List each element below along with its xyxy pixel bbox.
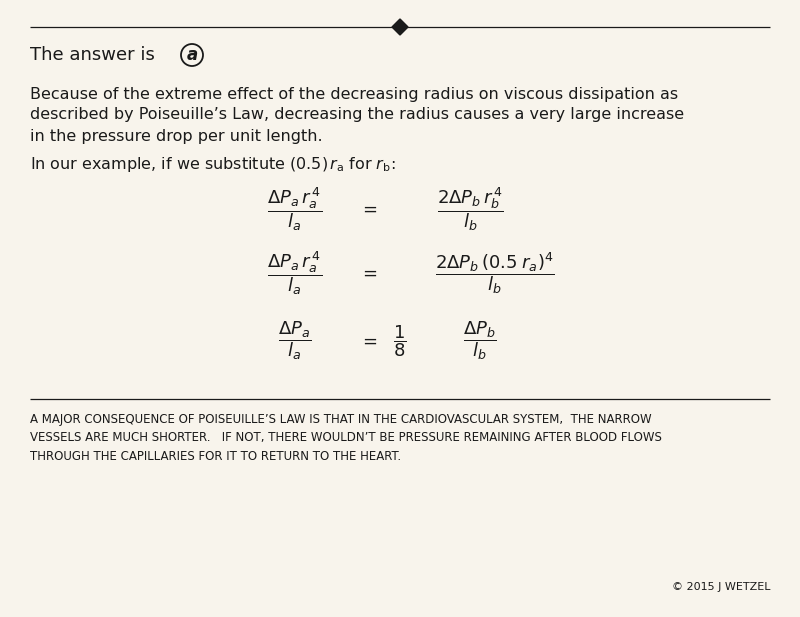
Text: $\dfrac{\Delta P_a\, r_a^{\,4}}{l_a}$: $\dfrac{\Delta P_a\, r_a^{\,4}}{l_a}$ <box>267 249 322 297</box>
Text: a: a <box>186 46 198 64</box>
Text: THROUGH THE CAPILLARIES FOR IT TO RETURN TO THE HEART.: THROUGH THE CAPILLARIES FOR IT TO RETURN… <box>30 450 401 463</box>
Text: described by Poiseuille’s Law, decreasing the radius causes a very large increas: described by Poiseuille’s Law, decreasin… <box>30 107 684 123</box>
Text: VESSELS ARE MUCH SHORTER.   IF NOT, THERE WOULDN’T BE PRESSURE REMAINING AFTER B: VESSELS ARE MUCH SHORTER. IF NOT, THERE … <box>30 431 662 444</box>
Text: $\dfrac{1}{8}$: $\dfrac{1}{8}$ <box>394 323 406 359</box>
Text: in the pressure drop per unit length.: in the pressure drop per unit length. <box>30 128 322 144</box>
Text: $\dfrac{2\Delta P_b\, r_b^{\,4}}{l_b}$: $\dfrac{2\Delta P_b\, r_b^{\,4}}{l_b}$ <box>437 185 503 233</box>
Text: $\dfrac{\Delta P_b}{l_b}$: $\dfrac{\Delta P_b}{l_b}$ <box>463 320 497 362</box>
Text: $\dfrac{\Delta P_a}{l_a}$: $\dfrac{\Delta P_a}{l_a}$ <box>278 320 312 362</box>
Text: A MAJOR CONSEQUENCE OF POISEUILLE’S LAW IS THAT IN THE CARDIOVASCULAR SYSTEM,  T: A MAJOR CONSEQUENCE OF POISEUILLE’S LAW … <box>30 413 652 426</box>
Text: $\dfrac{2\Delta P_b\,(0.5\; r_a)^4}{l_b}$: $\dfrac{2\Delta P_b\,(0.5\; r_a)^4}{l_b}… <box>435 250 555 296</box>
Text: $\dfrac{\Delta P_a\, r_a^{\,4}}{l_a}$: $\dfrac{\Delta P_a\, r_a^{\,4}}{l_a}$ <box>267 185 322 233</box>
Text: Because of the extreme effect of the decreasing radius on viscous dissipation as: Because of the extreme effect of the dec… <box>30 86 678 102</box>
Polygon shape <box>392 19 408 35</box>
Text: © 2015 J WETZEL: © 2015 J WETZEL <box>671 582 770 592</box>
Text: In our example, if we substitute $(0.5)\,r_{\mathrm{a}}$ for $r_{\mathrm{b}}$:: In our example, if we substitute $(0.5)\… <box>30 154 395 173</box>
Text: $=$: $=$ <box>358 264 378 282</box>
Text: $=$: $=$ <box>358 332 378 350</box>
Text: The answer is: The answer is <box>30 46 161 64</box>
Text: $=$: $=$ <box>358 200 378 218</box>
